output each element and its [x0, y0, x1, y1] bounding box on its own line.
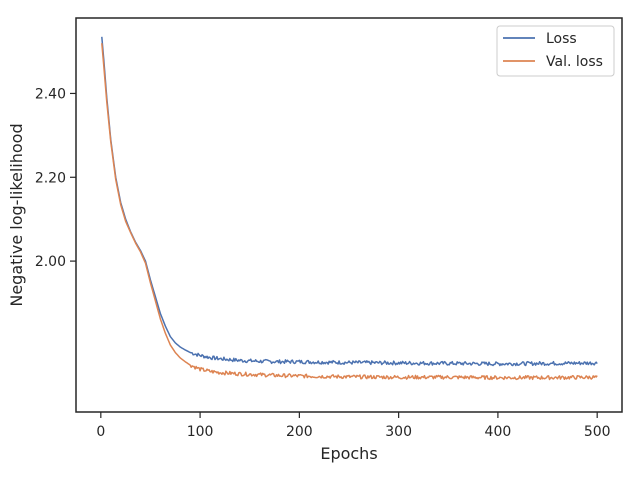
x-tick-label: 400: [485, 424, 512, 440]
y-tick-label: 2.40: [35, 86, 66, 102]
y-tick-label: 2.20: [35, 170, 66, 186]
legend: Loss Val. loss: [496, 25, 615, 77]
legend-label-loss: Loss: [546, 31, 577, 47]
legend-label-val-loss: Val. loss: [546, 54, 603, 70]
series-line-loss: [101, 36, 598, 367]
y-axis-ticks: 2.00 2.20 2.40: [35, 86, 76, 270]
x-tick-label: 500: [584, 424, 611, 440]
x-tick-label: 0: [96, 424, 105, 440]
x-axis-ticks: 0 100 200 300 400 500: [96, 412, 611, 440]
y-tick-label: 2.00: [35, 254, 66, 270]
y-axis-label: Negative log-likelihood: [7, 123, 26, 306]
series-line-val-loss: [101, 43, 598, 381]
x-tick-label: 100: [187, 424, 214, 440]
x-tick-label: 200: [286, 424, 313, 440]
x-axis-label: Epochs: [320, 444, 377, 463]
plot-frame: [75, 17, 623, 413]
x-tick-label: 300: [385, 424, 412, 440]
series-layer: [101, 36, 598, 381]
